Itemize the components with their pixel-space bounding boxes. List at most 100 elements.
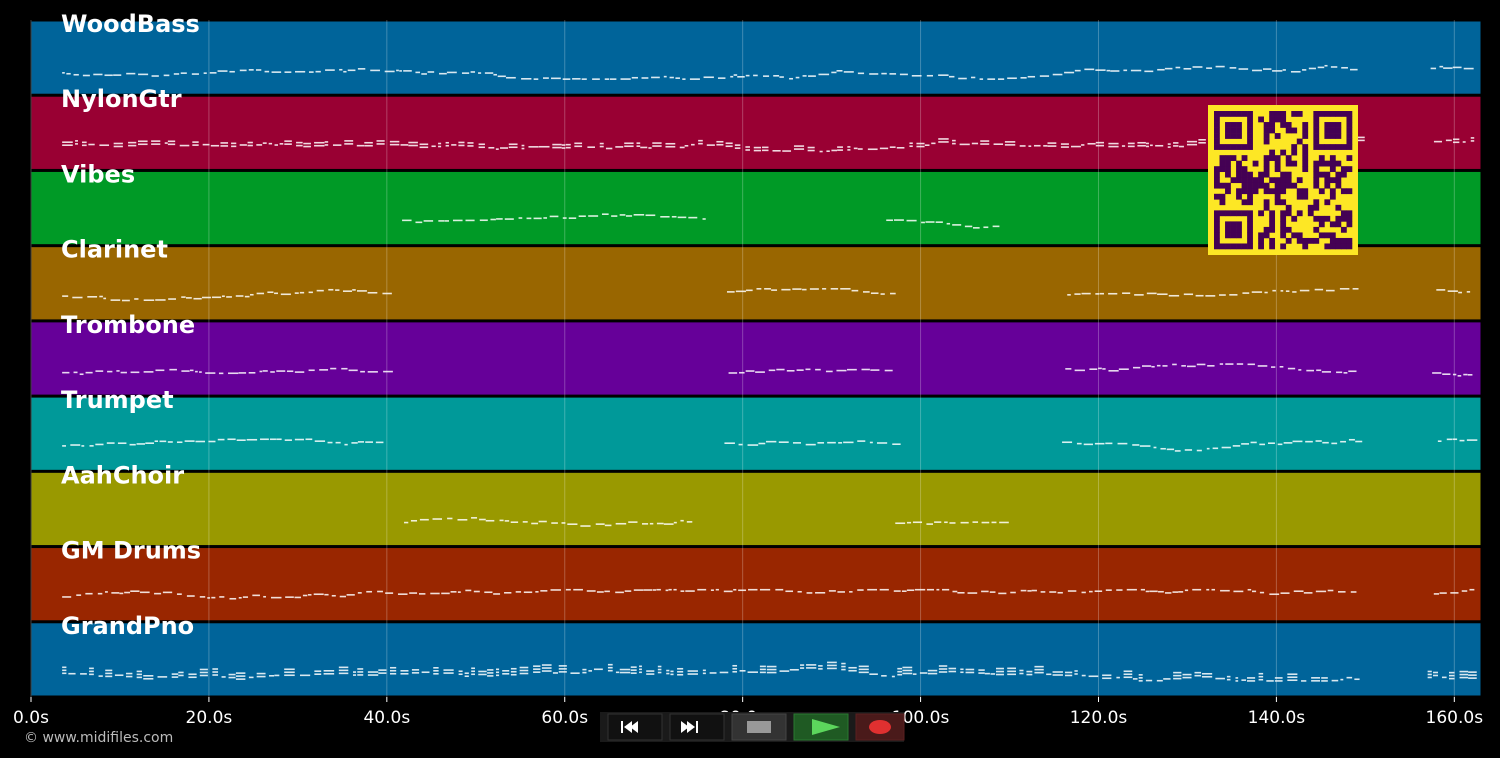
qr-module [1324,160,1331,167]
qr-module [1302,122,1309,128]
qr-module [1313,171,1320,178]
qr-module [1274,166,1281,173]
qr-module [1258,237,1264,244]
qr-module [1269,122,1276,128]
qr-module [1313,160,1320,167]
qr-module [1296,177,1303,184]
track-name: Clarinet [61,236,168,264]
qr-module [1241,166,1248,173]
qr-module [1313,226,1320,233]
qr-module [1247,243,1253,250]
qr-module [1269,116,1276,123]
qr-module [1280,210,1287,217]
qr-module [1313,204,1320,211]
qr-module [1340,237,1347,244]
qr-module [1263,166,1270,173]
qr-module [1236,226,1242,233]
qr-module [1230,221,1237,228]
qr-module [1263,133,1270,139]
qr-module [1236,133,1242,139]
qr-module [1214,166,1220,173]
qr-module [1241,188,1248,195]
tick-label: 60.0s [541,708,588,728]
qr-module [1285,127,1292,134]
grid [30,20,1455,697]
qr-module [1230,210,1237,217]
qr-module [1313,182,1320,189]
qr-module [1285,210,1292,217]
qr-module [1285,226,1292,233]
qr-module [1263,182,1270,189]
qr-module [1214,138,1220,145]
qr-module [1219,243,1226,250]
qr-module [1269,221,1276,228]
qr-module [1296,193,1303,200]
qr-module [1296,188,1303,195]
qr-module [1247,133,1253,139]
tick-label: 100.0s [892,708,950,728]
qr-module [1329,243,1336,250]
qr-module [1346,188,1353,195]
record-button[interactable] [855,713,905,741]
qr-module [1280,122,1287,128]
qr-module [1340,226,1347,233]
qr-module [1291,160,1298,167]
qr-module [1329,221,1336,228]
qr-module [1269,226,1276,233]
qr-module [1340,210,1347,217]
qr-module [1313,237,1320,244]
qr-module [1329,166,1336,173]
qr-module [1346,243,1353,250]
qr-module [1225,171,1231,178]
qr-module [1274,160,1281,167]
qr-module [1280,226,1287,233]
qr-module [1291,215,1298,222]
stop-button[interactable] [731,713,787,741]
qr-module [1230,122,1237,128]
qr-module [1313,116,1320,123]
qr-module [1263,188,1270,195]
qr-module [1313,166,1320,173]
qr-module [1241,177,1248,184]
qr-module [1335,171,1342,178]
qr-module [1285,182,1292,189]
qr-module [1346,144,1353,150]
qr-module [1318,215,1325,222]
qr-module [1318,160,1325,167]
qr-module [1247,215,1253,222]
qr-module [1324,177,1331,184]
qr-module [1329,232,1336,239]
qr-module [1225,232,1231,239]
qr-module [1247,210,1253,217]
qr-module [1274,182,1281,189]
rewind-button[interactable] [607,713,663,741]
qr-module [1302,144,1309,150]
qr-module [1274,116,1281,123]
qr-module [1236,144,1242,150]
qr-module [1318,232,1325,239]
track-name: WoodBass [61,10,200,38]
qr-module [1329,177,1336,184]
qr-module [1252,177,1259,184]
forward-button[interactable] [669,713,725,741]
qr-module [1236,232,1242,239]
play-button[interactable] [793,713,849,741]
qr-module [1214,237,1220,244]
qr-module [1296,210,1303,217]
qr-module [1219,210,1226,217]
qr-module [1214,221,1220,228]
track-name: AahChoir [61,461,184,489]
qr-module [1258,171,1264,178]
qr-module [1269,210,1276,217]
qr-module [1225,144,1231,150]
qr-module [1335,111,1342,117]
qr-module [1302,127,1309,134]
track-name: Vibes [61,160,135,188]
qr-module [1247,127,1253,134]
qr-module [1346,237,1353,244]
qr-module [1318,111,1325,117]
qr-module [1247,144,1253,150]
qr-module [1329,144,1336,150]
qr-module [1225,155,1231,161]
